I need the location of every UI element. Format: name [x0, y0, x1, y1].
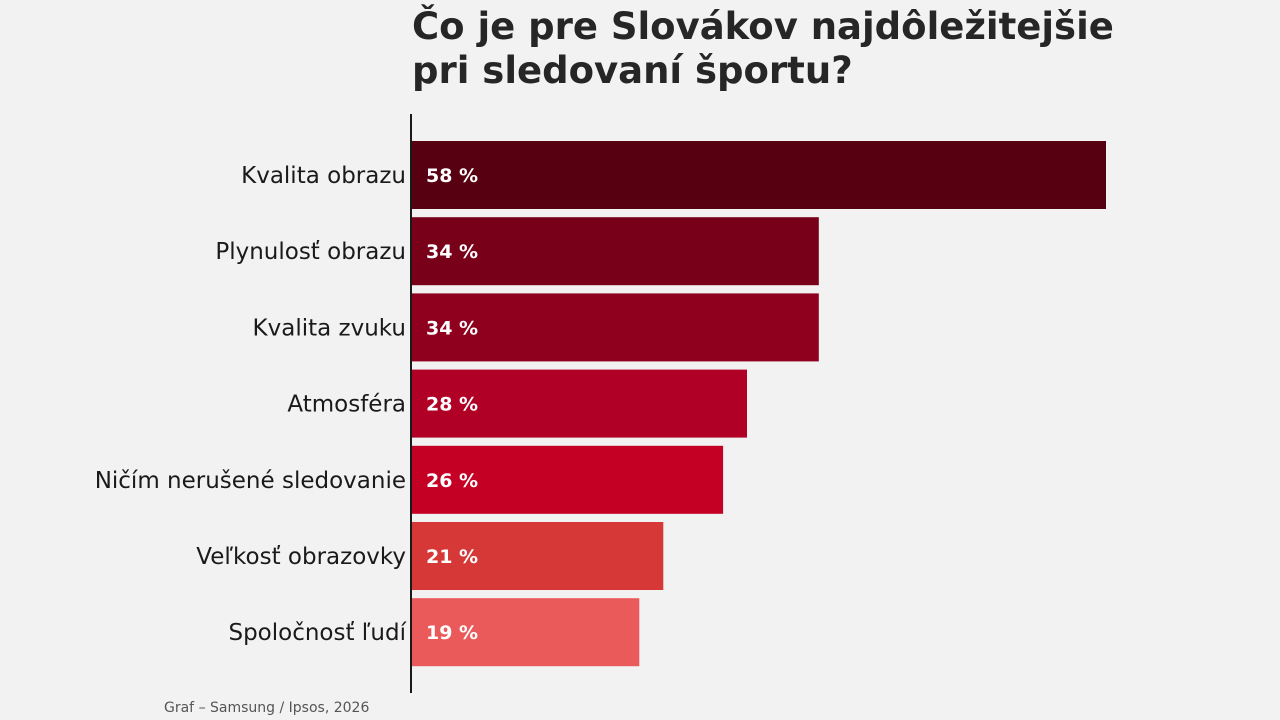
category-label: Spoločnosť ľudí — [228, 620, 406, 646]
labels-layer: 58 % Kvalita obrazu 34 % Plynulosť obrazu 34… — [95, 163, 478, 646]
source-note: Graf – Samsung / Ipsos, 2026 — [164, 700, 370, 716]
bar-1 — [412, 217, 819, 286]
bar-value-label: 26 % — [426, 470, 478, 492]
category-label: Plynulosť obrazu — [215, 239, 406, 265]
bar-6 — [412, 598, 640, 667]
bar-value-label: 34 % — [426, 241, 478, 263]
bar-value-label: 19 % — [426, 622, 478, 644]
category-label: Veľkosť obrazovky — [196, 544, 406, 570]
bar-0 — [412, 141, 1106, 209]
chart-title-line-1: Čo je pre Slovákov najdôležitejšie — [412, 5, 1114, 48]
bar-value-label: 21 % — [426, 546, 478, 568]
bar-4 — [412, 445, 724, 514]
category-label: Ničím nerušené sledovanie — [95, 468, 406, 494]
category-label: Atmosféra — [287, 392, 406, 418]
bar-value-label: 28 % — [426, 394, 478, 416]
bar-3 — [412, 369, 747, 438]
bar-value-label: 34 % — [426, 317, 478, 339]
category-label: Kvalita obrazu — [241, 163, 406, 189]
bars-layer — [412, 141, 1106, 667]
bar-2 — [412, 293, 819, 362]
bar-5 — [412, 522, 664, 590]
bar-value-label: 58 % — [426, 165, 478, 187]
chart-title-line-2: pri sledovaní športu? — [412, 49, 853, 92]
category-label: Kvalita zvuku — [253, 315, 406, 341]
